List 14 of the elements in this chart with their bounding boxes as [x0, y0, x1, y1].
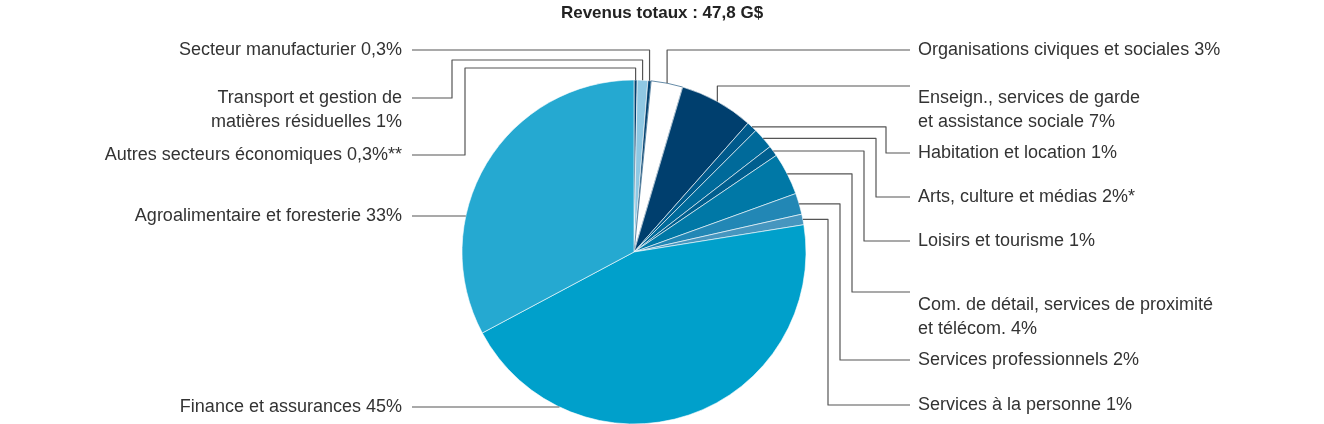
- slice-label: Agroalimentaire et foresterie 33%: [134, 205, 402, 225]
- slice-label: Arts, culture et médias 2%*: [918, 186, 1136, 206]
- chart-title: Revenus totaux : 47,8 G$: [560, 3, 764, 22]
- slice-label: Autres secteurs économiques 0,3%**: [104, 144, 402, 164]
- slice-label: Habitation et location 1%: [918, 142, 1118, 162]
- slice-label: Enseign., services de garde et assistance sociale 7%: [918, 87, 1141, 131]
- slice-label: Transport et gestion de matières résiduelles 1%: [210, 87, 402, 131]
- slice-label: Secteur manufacturier 0,3%: [178, 39, 402, 59]
- slice-label: Finance et assurances 45%: [179, 396, 402, 416]
- slice-label: Services professionnels 2%: [918, 349, 1140, 369]
- slice-label: Organisations civiques et sociales 3%: [918, 39, 1221, 59]
- slice-label: Com. de détail, services de proximité et télécom. 4%: [918, 294, 1214, 338]
- slice-label: Loisirs et tourisme 1%: [918, 230, 1096, 250]
- slice-label: Services à la personne 1%: [918, 394, 1133, 414]
